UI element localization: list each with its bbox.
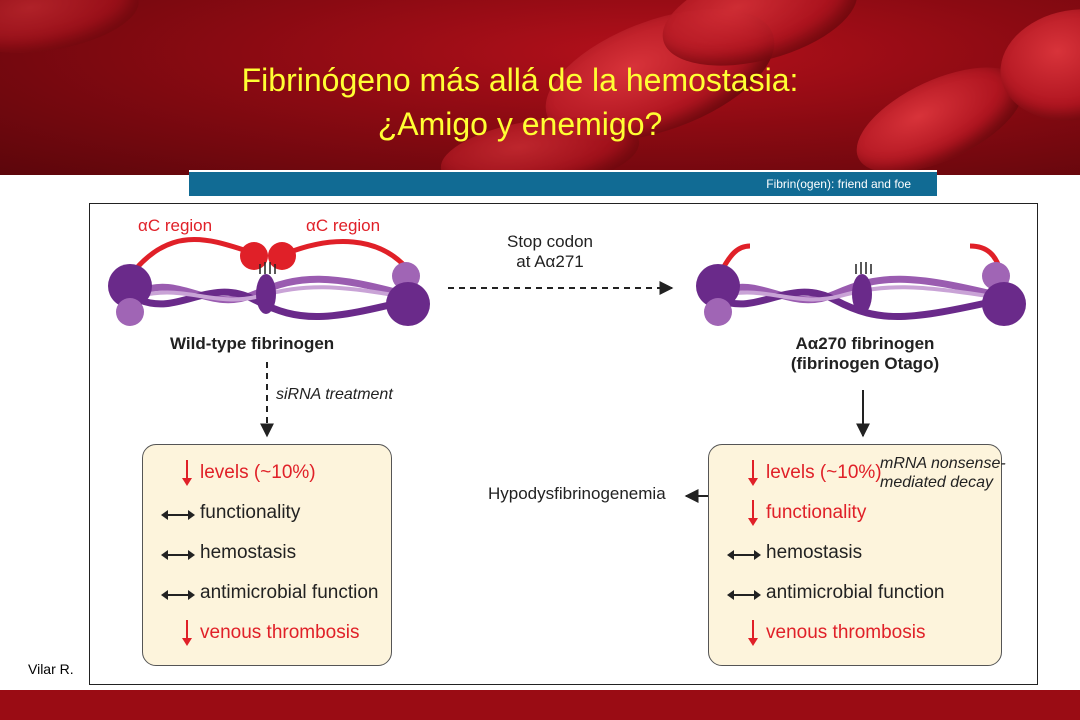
down-arrow-icon: [180, 458, 194, 493]
banner-text: Fibrin(ogen): friend and foe: [766, 177, 911, 191]
double-arrow-icon: [160, 588, 196, 607]
mutant-label-line-1: Aα270 fibrinogen: [795, 334, 935, 353]
effect-item: levels (~10%): [766, 462, 882, 483]
down-arrow-icon: [180, 618, 194, 653]
footer-bar: [0, 690, 1080, 720]
header-background: [0, 0, 1080, 175]
effect-item: venous thrombosis: [200, 622, 360, 643]
title-line-1: Fibrinógeno más allá de la hemostasia:: [241, 62, 799, 98]
sirna-label: siRNA treatment: [276, 386, 393, 403]
effect-item: hemostasis: [200, 542, 297, 563]
slide-title: Fibrinógeno más allá de la hemostasia: ¿…: [0, 58, 1040, 146]
double-arrow-icon: [726, 588, 762, 607]
banner-bar: Fibrin(ogen): friend and foe: [189, 170, 937, 196]
stop-codon-line-1: Stop codon: [506, 232, 593, 251]
effect-item: functionality: [766, 502, 867, 523]
title-line-2: ¿Amigo y enemigo?: [377, 106, 663, 142]
blood-cell-image: [0, 0, 145, 66]
effect-item: antimicrobial function: [766, 582, 945, 603]
double-arrow-icon: [160, 508, 196, 527]
mutant-label: Aα270 fibrinogen (fibrinogen Otago): [770, 334, 960, 374]
down-arrow-icon: [746, 458, 760, 493]
double-arrow-icon: [726, 548, 762, 567]
effect-item: functionality: [200, 502, 301, 523]
wild-type-molecule: [108, 237, 430, 326]
effect-item: antimicrobial function: [200, 582, 379, 603]
wild-type-label: Wild-type fibrinogen: [170, 334, 335, 353]
figure-frame: αC region αC region Stop codon at Aα271 …: [89, 203, 1038, 685]
effect-item: levels (~10%): [200, 462, 316, 483]
stop-codon-label: Stop codon at Aα271: [500, 232, 600, 272]
down-arrow-icon: [746, 618, 760, 653]
ac-region-label-left: αC region: [138, 216, 213, 235]
effect-item: hemostasis: [766, 542, 863, 563]
mutant-molecule: [696, 243, 1026, 326]
mrna-label-line-2: mediated decay: [880, 474, 993, 491]
ac-region-label-right: αC region: [306, 216, 381, 235]
mutant-label-line-2: (fibrinogen Otago): [790, 354, 940, 373]
mrna-decay-label: mRNA nonsense- mediated decay: [880, 454, 1006, 492]
double-arrow-icon: [160, 548, 196, 567]
mrna-label-line-1: mRNA nonsense-: [880, 455, 1006, 472]
stop-codon-line-2: at Aα271: [516, 252, 584, 271]
citation: Vilar R.: [28, 661, 74, 677]
hypodysfibrinogenemia-label: Hypodysfibrinogenemia: [488, 484, 666, 503]
down-arrow-icon: [746, 498, 760, 533]
effect-item: venous thrombosis: [766, 622, 926, 643]
